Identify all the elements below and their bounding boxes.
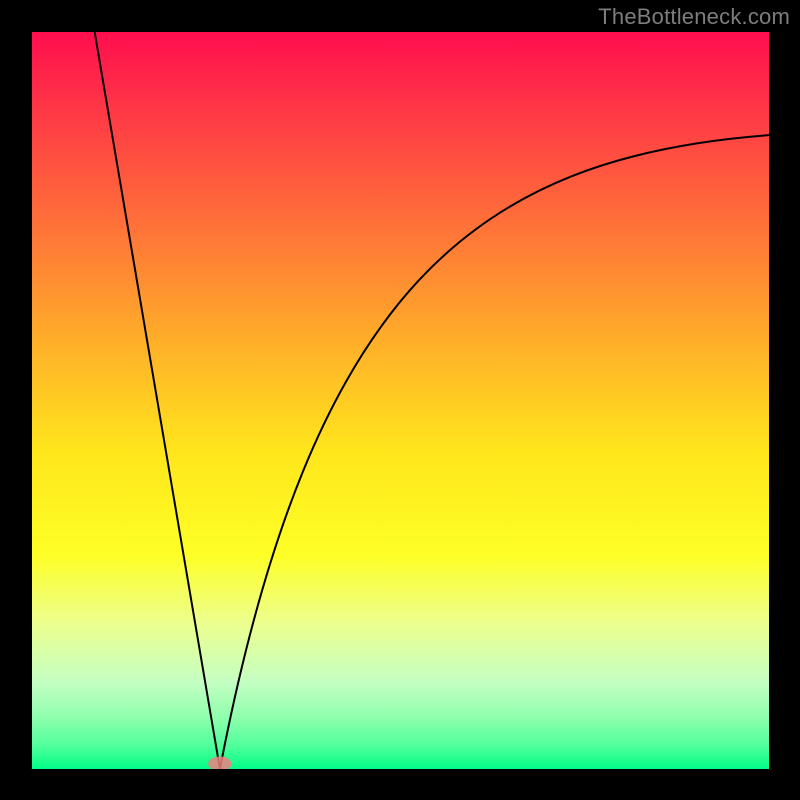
watermark-text: TheBottleneck.com <box>598 4 790 30</box>
chart-frame: TheBottleneck.com <box>0 0 800 800</box>
vertex-marker <box>208 756 232 769</box>
plot-area <box>32 32 769 769</box>
bottleneck-curve <box>32 32 769 769</box>
